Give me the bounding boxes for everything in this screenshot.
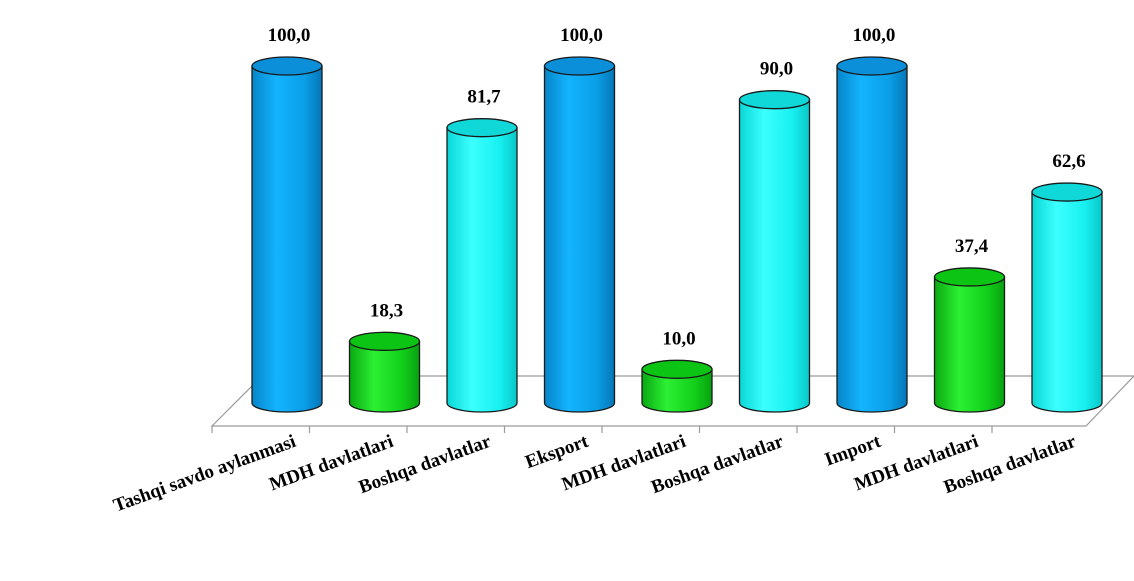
bar (933, 267, 1006, 413)
bar-cap (933, 267, 1006, 287)
data-label: 18,3 (370, 300, 403, 321)
bar-body (933, 276, 1006, 413)
bar-cap (641, 359, 713, 379)
bar (836, 56, 908, 413)
x-axis-ticks (211, 426, 993, 433)
bars-group (251, 56, 1103, 413)
bar-cap (1031, 182, 1103, 202)
category-label: Import (822, 431, 884, 471)
data-label: 81,7 (467, 87, 501, 108)
bar-cap (446, 118, 518, 138)
bar (641, 359, 713, 413)
bar (1031, 182, 1103, 413)
data-label: 100,0 (268, 25, 311, 46)
bar-body (543, 65, 616, 413)
bar (543, 56, 616, 413)
bar (446, 118, 518, 413)
bar-body (738, 99, 811, 413)
data-label: 100,0 (853, 25, 896, 46)
bar-cap (738, 90, 811, 110)
bar-body (446, 127, 518, 413)
bar-cap (543, 56, 616, 76)
bar-cap (251, 56, 323, 76)
bar (348, 331, 421, 413)
bar-body (348, 340, 421, 413)
bar-body (641, 368, 713, 413)
bar-cap (348, 331, 421, 351)
data-label: 37,4 (955, 236, 989, 257)
bar (738, 90, 811, 413)
bar-body (251, 65, 323, 413)
data-labels-group: 100,0 18,3 81,7 100,0 10,0 90,0 100,0 37,4 62,6 (268, 25, 1086, 349)
bar (251, 56, 323, 413)
data-label: 90,0 (760, 59, 793, 80)
data-label: 62,6 (1052, 151, 1085, 172)
bar-body (836, 65, 908, 413)
data-label: 100,0 (560, 25, 603, 46)
bar-body (1031, 191, 1103, 413)
bar-cap (836, 56, 908, 76)
data-label: 10,0 (662, 328, 695, 349)
